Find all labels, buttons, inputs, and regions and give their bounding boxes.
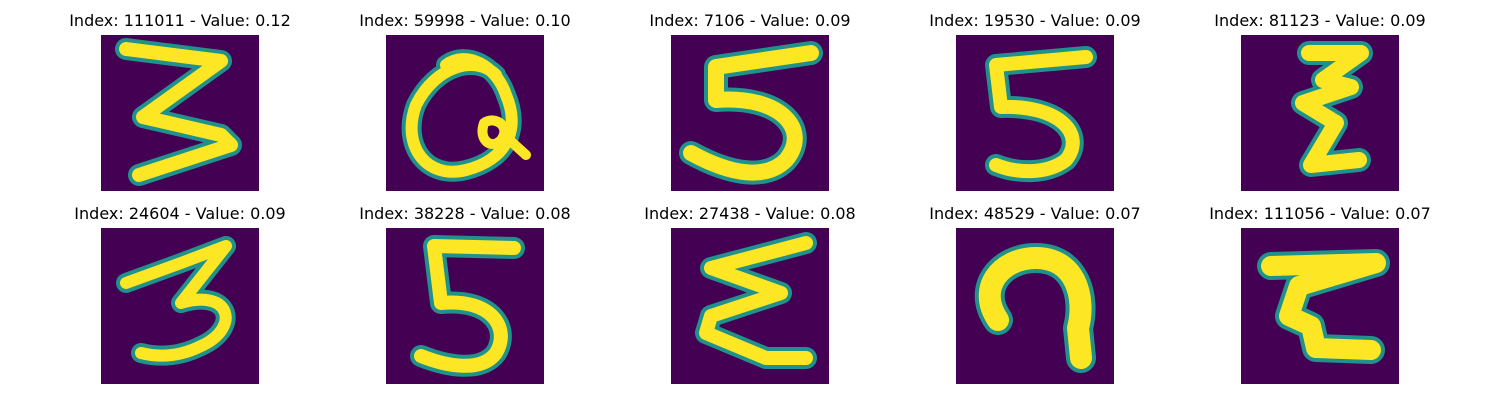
image-panel-9: Index: 48529 - Value: 0.07 [915, 204, 1155, 384]
panel-title: Index: 24604 - Value: 0.09 [74, 204, 286, 223]
image-panel-1: Index: 111011 - Value: 0.12 [60, 11, 300, 191]
image-panel-5: Index: 81123 - Value: 0.09 [1200, 11, 1440, 191]
image-panel-2: Index: 59998 - Value: 0.10 [345, 11, 585, 191]
panel-title: Index: 81123 - Value: 0.09 [1214, 11, 1426, 30]
image-panel-4: Index: 19530 - Value: 0.09 [915, 11, 1155, 191]
digit-image [1241, 228, 1399, 384]
image-panel-6: Index: 24604 - Value: 0.09 [60, 204, 300, 384]
digit-image [101, 228, 259, 384]
panel-title: Index: 27438 - Value: 0.08 [644, 204, 856, 223]
image-panel-8: Index: 27438 - Value: 0.08 [630, 204, 870, 384]
panel-title: Index: 111056 - Value: 0.07 [1209, 204, 1431, 223]
digit-image [386, 228, 544, 384]
panel-title: Index: 59998 - Value: 0.10 [359, 11, 571, 30]
digit-image [956, 35, 1114, 191]
panel-title: Index: 38228 - Value: 0.08 [359, 204, 571, 223]
panel-title: Index: 111011 - Value: 0.12 [69, 11, 291, 30]
panel-title: Index: 19530 - Value: 0.09 [929, 11, 1141, 30]
digit-image [386, 35, 544, 191]
image-panel-7: Index: 38228 - Value: 0.08 [345, 204, 585, 384]
image-panel-10: Index: 111056 - Value: 0.07 [1200, 204, 1440, 384]
image-panel-3: Index: 7106 - Value: 0.09 [630, 11, 870, 191]
digit-image [956, 228, 1114, 384]
panel-title: Index: 7106 - Value: 0.09 [649, 11, 851, 30]
digit-image [1241, 35, 1399, 191]
digit-image [671, 228, 829, 384]
digit-image [101, 35, 259, 191]
panel-title: Index: 48529 - Value: 0.07 [929, 204, 1141, 223]
digit-image [671, 35, 829, 191]
